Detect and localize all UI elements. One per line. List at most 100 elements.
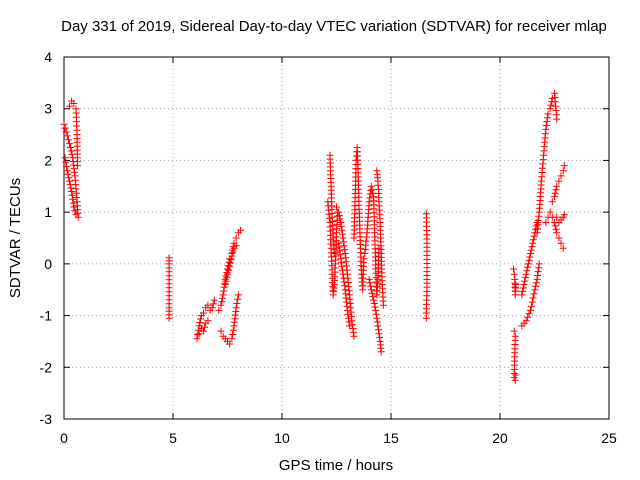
data-point xyxy=(336,251,344,259)
data-point xyxy=(338,262,346,270)
data-point xyxy=(330,250,338,257)
data-point xyxy=(335,212,343,220)
data-point xyxy=(234,295,242,303)
data-point xyxy=(233,300,241,307)
y-tick-label: 2 xyxy=(44,152,52,168)
data-point xyxy=(208,304,216,312)
data-point xyxy=(194,326,202,334)
data-point xyxy=(367,282,375,290)
data-point xyxy=(370,300,378,307)
data-point xyxy=(209,300,217,308)
data-point xyxy=(67,144,74,151)
data-point xyxy=(520,281,528,288)
data-point xyxy=(62,158,70,166)
data-point xyxy=(379,301,387,309)
data-point xyxy=(63,132,71,140)
data-point xyxy=(371,303,379,311)
data-point xyxy=(535,260,543,268)
data-point xyxy=(552,186,560,194)
data-point xyxy=(365,275,373,283)
data-point xyxy=(228,335,236,343)
data-point xyxy=(512,371,520,379)
y-axis-label: SDTVAR / TECUs xyxy=(7,178,24,298)
data-point xyxy=(218,294,226,302)
data-point xyxy=(532,282,540,290)
axis-ticks: 0 5 10 15 20 25 -3 -2 -1 0 1 2 3 4 xyxy=(40,49,617,446)
data-point xyxy=(552,225,560,233)
data-point xyxy=(193,335,201,343)
data-point xyxy=(560,162,568,170)
data-point xyxy=(528,243,536,251)
y-tick-label: 1 xyxy=(44,204,52,220)
data-point xyxy=(555,234,563,242)
data-point xyxy=(521,274,529,282)
data-point xyxy=(340,278,348,286)
data-point xyxy=(560,211,568,219)
data-point xyxy=(422,314,430,322)
data-point xyxy=(70,100,78,107)
y-tick-label: -3 xyxy=(40,411,53,427)
data-point xyxy=(229,248,237,256)
data-point xyxy=(543,114,551,122)
data-point xyxy=(368,186,376,194)
data-point xyxy=(529,239,537,247)
x-axis-label: GPS time / hours xyxy=(279,457,393,474)
data-point xyxy=(232,234,240,242)
data-point xyxy=(524,313,532,321)
data-point xyxy=(369,293,377,301)
data-point xyxy=(532,279,540,287)
data-point xyxy=(219,291,227,299)
data-point xyxy=(200,327,207,335)
y-tick-label: 4 xyxy=(44,49,52,65)
data-point xyxy=(69,195,77,203)
data-point xyxy=(204,301,212,309)
data-point xyxy=(527,302,535,310)
data-point xyxy=(66,177,73,185)
data-point xyxy=(377,348,385,356)
data-point xyxy=(367,286,375,294)
data-point xyxy=(544,110,552,118)
data-point xyxy=(510,327,518,335)
data-point xyxy=(72,211,80,219)
data-point xyxy=(226,262,234,270)
data-point xyxy=(194,331,202,338)
data-point xyxy=(522,270,530,278)
data-point xyxy=(61,154,69,162)
data-point xyxy=(62,128,70,136)
x-tick-label: 0 xyxy=(60,430,68,446)
y-tick-label: -2 xyxy=(40,359,53,375)
data-point xyxy=(71,207,79,215)
data-point xyxy=(217,301,225,309)
data-point xyxy=(345,318,353,326)
data-point xyxy=(229,331,237,338)
data-point xyxy=(546,208,554,216)
data-point xyxy=(510,270,518,278)
data-point xyxy=(557,172,565,180)
x-tick-label: 15 xyxy=(383,430,399,446)
data-point xyxy=(374,322,382,330)
data-point xyxy=(542,219,550,226)
data-point xyxy=(555,177,563,185)
data-point xyxy=(217,327,225,335)
x-tick-label: 10 xyxy=(274,430,290,446)
data-point xyxy=(525,310,533,318)
data-point xyxy=(534,268,542,276)
data-point xyxy=(360,255,368,263)
x-tick-label: 20 xyxy=(492,430,508,446)
data-point xyxy=(531,286,539,294)
data-point xyxy=(553,229,561,237)
data-point xyxy=(67,147,75,155)
data-point xyxy=(366,279,374,287)
data-point xyxy=(60,120,68,128)
data-point xyxy=(201,323,209,331)
data-point xyxy=(234,291,242,299)
data-point xyxy=(215,306,223,314)
data-point xyxy=(197,315,205,323)
data-point xyxy=(375,330,383,338)
data-point xyxy=(333,203,340,211)
data-point xyxy=(551,193,558,201)
data-point xyxy=(66,102,73,110)
data-point xyxy=(512,281,520,288)
data-point xyxy=(210,296,218,304)
